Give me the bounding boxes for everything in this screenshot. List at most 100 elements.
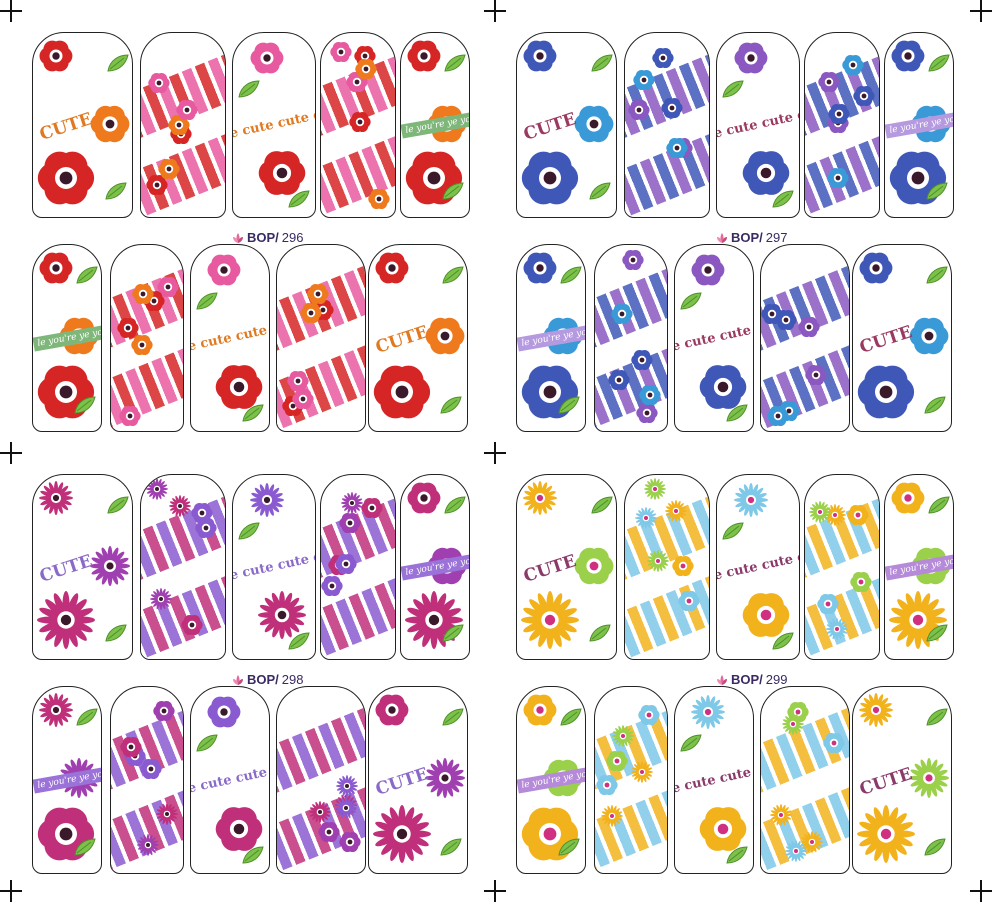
flower-icon xyxy=(859,251,893,285)
flower-icon xyxy=(37,149,95,207)
leaf-icon xyxy=(771,189,795,214)
leaf-icon xyxy=(195,733,219,758)
leaf-icon xyxy=(679,733,703,758)
nail-decal xyxy=(760,244,850,432)
leaf-icon xyxy=(927,495,951,520)
crop-mark-icon xyxy=(484,442,506,464)
flower-icon xyxy=(143,290,165,312)
flower-icon xyxy=(678,590,700,612)
flower-icon xyxy=(742,591,790,639)
flower-icon xyxy=(767,405,789,427)
flower-icon xyxy=(664,499,687,522)
crop-mark-icon xyxy=(0,0,22,22)
nail-decal: e cute cute c xyxy=(190,686,270,874)
flower-icon xyxy=(153,700,175,722)
flower-icon xyxy=(523,39,557,73)
leaf-icon xyxy=(725,403,749,428)
nail-decal xyxy=(320,474,396,660)
nail-decal xyxy=(110,686,184,874)
nail-decal: le you're ye you're xyxy=(400,32,470,218)
nail-decal: CUTE xyxy=(516,474,617,660)
crop-mark-icon xyxy=(970,880,992,902)
leaf-icon xyxy=(287,631,311,656)
leaf-icon xyxy=(75,707,99,732)
nail-decal: CUTE xyxy=(32,32,133,218)
crop-mark-icon xyxy=(484,880,506,902)
flower-icon xyxy=(335,553,357,575)
flower-icon xyxy=(373,363,431,421)
flower-icon xyxy=(857,805,915,863)
code-number: 299 xyxy=(765,672,788,687)
leaf-icon xyxy=(679,291,703,316)
flower-icon xyxy=(360,497,383,519)
flower-icon xyxy=(635,507,658,530)
flower-icon xyxy=(643,478,666,501)
leaf-icon xyxy=(771,631,795,656)
flower-icon xyxy=(798,316,821,338)
leaf-icon xyxy=(73,837,97,862)
flower-icon xyxy=(785,840,808,863)
code-prefix: BOP/ xyxy=(731,230,763,245)
leaf-icon xyxy=(590,495,614,520)
leaf-icon xyxy=(725,845,749,870)
flower-icon xyxy=(734,41,768,75)
flower-icon xyxy=(373,805,431,863)
leaf-icon xyxy=(927,53,951,78)
flower-icon xyxy=(909,316,949,356)
flower-icon xyxy=(621,249,644,271)
flower-icon xyxy=(691,695,725,729)
flower-icon xyxy=(169,495,192,518)
leaf-icon xyxy=(557,395,581,420)
flower-icon xyxy=(733,483,768,517)
flower-icon xyxy=(405,591,463,649)
cute-text: CUTE xyxy=(521,550,579,587)
flower-icon xyxy=(691,253,725,287)
flower-icon xyxy=(842,54,864,76)
nail-decal xyxy=(140,474,226,660)
cute-text: CUTE xyxy=(37,108,95,145)
leaf-icon xyxy=(925,623,949,648)
flower-icon xyxy=(132,283,154,305)
cute-line-text: e cute cute c xyxy=(716,107,800,142)
flower-icon xyxy=(207,695,241,729)
cute-text: CUTE xyxy=(373,763,431,800)
leaf-icon xyxy=(104,181,128,206)
nail-decal xyxy=(594,244,668,432)
flower-icon xyxy=(666,137,688,159)
flower-icon xyxy=(349,111,371,133)
flower-icon xyxy=(215,363,263,411)
nail-decal: le you're ye you're xyxy=(884,474,954,660)
cute-line-text: e cute cute c xyxy=(232,107,316,142)
flower-icon xyxy=(769,804,792,827)
leaf-icon xyxy=(439,837,463,862)
nail-decal: e cute cute c xyxy=(674,244,754,432)
pattern-band xyxy=(111,787,183,873)
flower-icon xyxy=(148,72,170,94)
cute-line-text: e cute cute c xyxy=(190,320,269,355)
leaf-icon xyxy=(287,189,311,214)
flower-icon xyxy=(287,370,309,392)
flower-icon xyxy=(652,47,674,69)
flower-icon xyxy=(307,283,329,305)
crop-mark-icon xyxy=(0,442,22,464)
flower-icon xyxy=(846,504,869,526)
flower-icon xyxy=(321,575,343,597)
pattern-band xyxy=(625,573,709,659)
code-number: 296 xyxy=(281,230,304,245)
leaf-icon xyxy=(104,623,128,648)
leaf-icon xyxy=(925,707,949,732)
flower-icon xyxy=(823,732,845,754)
leaf-icon xyxy=(237,79,261,104)
flower-icon xyxy=(850,571,872,593)
nail-decal xyxy=(624,474,710,660)
code-prefix: BOP/ xyxy=(247,230,279,245)
nail-decal xyxy=(760,686,850,874)
leaf-icon xyxy=(195,291,219,316)
leaf-icon xyxy=(75,265,99,290)
flower-icon xyxy=(628,99,650,121)
crop-mark-icon xyxy=(970,0,992,22)
flower-icon xyxy=(523,251,557,285)
nail-decal: e cute cute c xyxy=(232,32,316,218)
flower-icon xyxy=(341,492,364,515)
nail-decal xyxy=(594,686,668,874)
